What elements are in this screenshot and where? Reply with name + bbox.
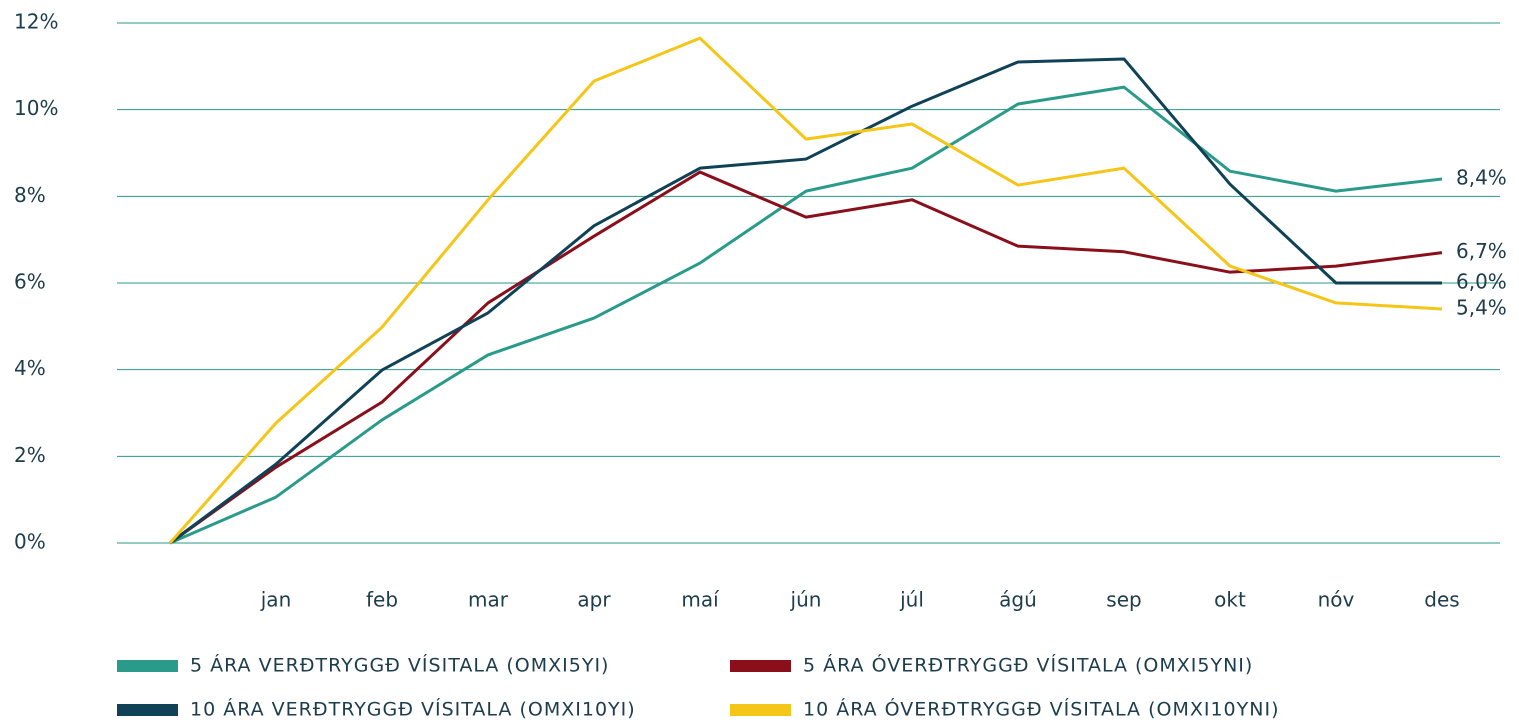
y-tick-label: 2% xyxy=(14,443,46,467)
y-tick-label: 0% xyxy=(14,530,46,554)
series-line xyxy=(169,170,1443,545)
legend-label: 5 ÁRA VERÐTRYGGÐ VÍSITALA (OMXI5YI) xyxy=(190,654,609,677)
legend-label: 10 ÁRA ÓVERÐTRYGGÐ VÍSITALA (OMXI10YNI) xyxy=(803,697,1279,721)
legend-label: 5 ÁRA ÓVERÐTRYGGÐ VÍSITALA (OMXI5YNI) xyxy=(803,653,1253,677)
legend-swatch xyxy=(117,660,178,672)
x-tick-label: feb xyxy=(366,588,398,612)
series-line xyxy=(169,57,1442,545)
x-tick-label: mar xyxy=(468,588,509,612)
legend-swatch xyxy=(730,660,791,672)
x-tick-label: jan xyxy=(260,588,292,612)
y-tick-label: 4% xyxy=(14,356,46,380)
legend-swatch xyxy=(117,704,178,716)
x-tick-label: okt xyxy=(1214,588,1246,612)
y-tick-label: 6% xyxy=(14,270,46,294)
x-tick-label: ágú xyxy=(999,588,1037,612)
legend-swatch xyxy=(730,704,791,716)
end-label: 5,4% xyxy=(1456,296,1507,320)
end-label: 8,4% xyxy=(1456,166,1507,190)
legend-label: 10 ÁRA VERÐTRYGGÐ VÍSITALA (OMXI10YI) xyxy=(190,698,636,721)
x-tick-label: apr xyxy=(577,588,611,612)
end-label: 6,7% xyxy=(1456,239,1507,263)
x-tick-label: sep xyxy=(1106,588,1141,612)
x-tick-label: nóv xyxy=(1318,588,1355,612)
x-tick-label: júl xyxy=(899,588,924,612)
x-tick-label: maí xyxy=(681,588,720,612)
y-tick-label: 8% xyxy=(14,183,46,207)
series-line xyxy=(168,36,1443,544)
series-line xyxy=(169,85,1443,545)
end-label: 6,0% xyxy=(1456,270,1507,294)
x-tick-label: jún xyxy=(790,588,822,612)
y-tick-label: 12% xyxy=(14,10,58,34)
y-tick-label: 10% xyxy=(14,96,58,120)
x-tick-label: des xyxy=(1424,588,1459,612)
